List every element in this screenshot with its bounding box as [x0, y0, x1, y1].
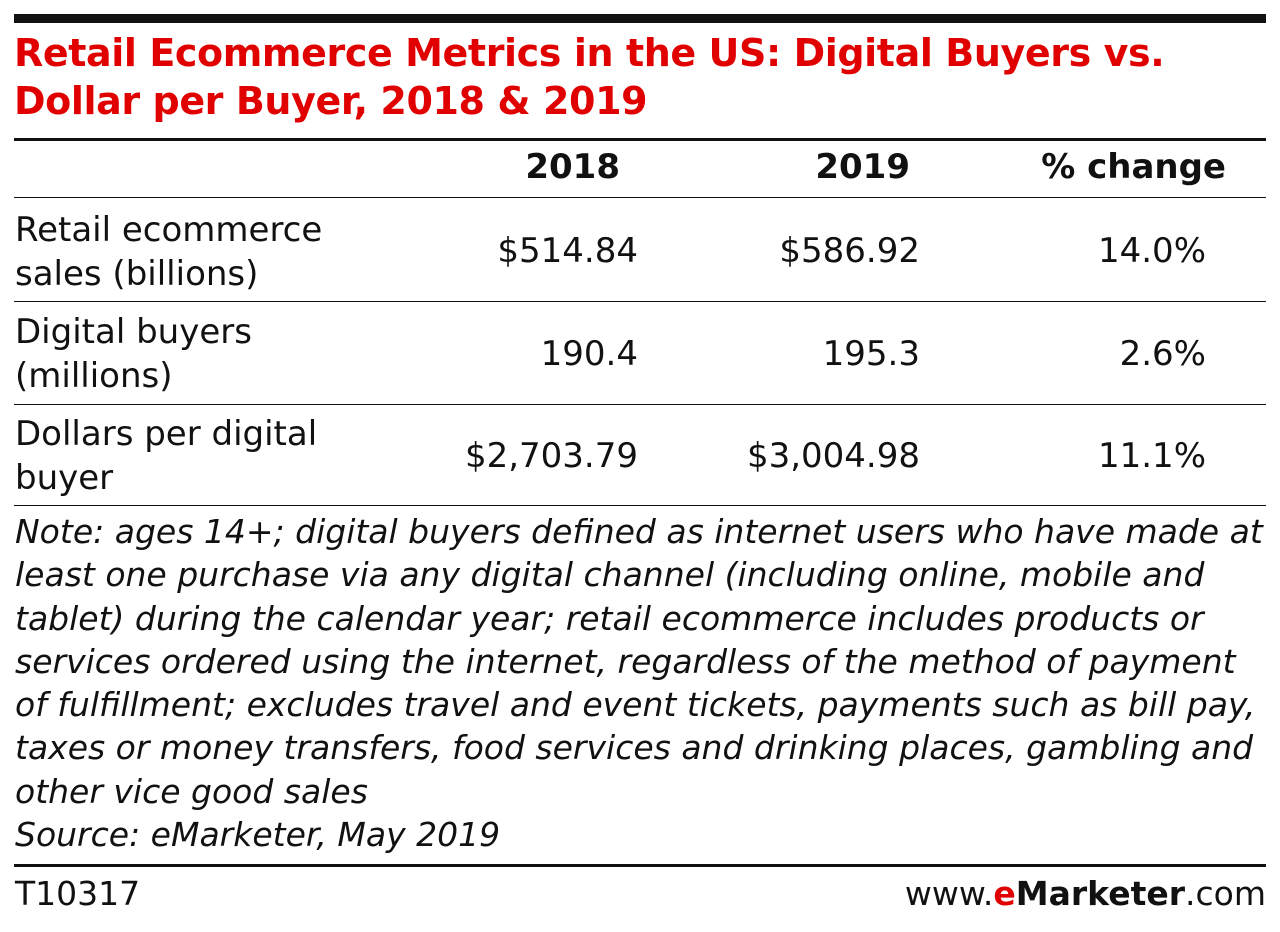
- table-cell: 190.4: [540, 334, 638, 374]
- table-cell: $2,703.79: [464, 436, 638, 476]
- table-cell: $514.84: [497, 231, 638, 271]
- table-cell: 195.3: [822, 334, 920, 374]
- header-bottom-rule: [14, 197, 1266, 198]
- table-cell: 14.0%: [1097, 231, 1206, 271]
- header-top-rule: [14, 138, 1266, 141]
- footer-rule: [14, 864, 1266, 867]
- footnote: Note: ages 14+; digital buyers defined a…: [15, 510, 1270, 856]
- table-bottom-rule: [14, 505, 1266, 506]
- row-divider: [14, 301, 1266, 302]
- top-bar: [14, 14, 1266, 23]
- row-divider: [14, 404, 1266, 405]
- source-text: Source: eMarketer, May 2019: [15, 815, 501, 855]
- column-header-percent-change: % change: [1041, 147, 1226, 187]
- note-text: Note: ages 14+; digital buyers defined a…: [15, 512, 1263, 811]
- row-label-dollars-per-buyer: Dollars per digital buyer: [15, 414, 318, 498]
- table-cell: 11.1%: [1097, 436, 1206, 476]
- table-cell: 2.6%: [1119, 334, 1206, 374]
- chart-title: Retail Ecommerce Metrics in the US: Digi…: [14, 31, 1165, 123]
- row-label-digital-buyers: Digital buyers (millions): [15, 312, 252, 396]
- table-cell: $586.92: [779, 231, 920, 271]
- column-header-2019: 2019: [815, 147, 910, 187]
- row-label-retail-ecommerce: Retail ecommerce sales (billions): [15, 210, 323, 294]
- table-cell: $3,004.98: [746, 436, 920, 476]
- chart-id: T10317: [15, 874, 141, 913]
- brand-url: www.eMarketer.com: [904, 874, 1266, 913]
- column-header-2018: 2018: [525, 147, 620, 187]
